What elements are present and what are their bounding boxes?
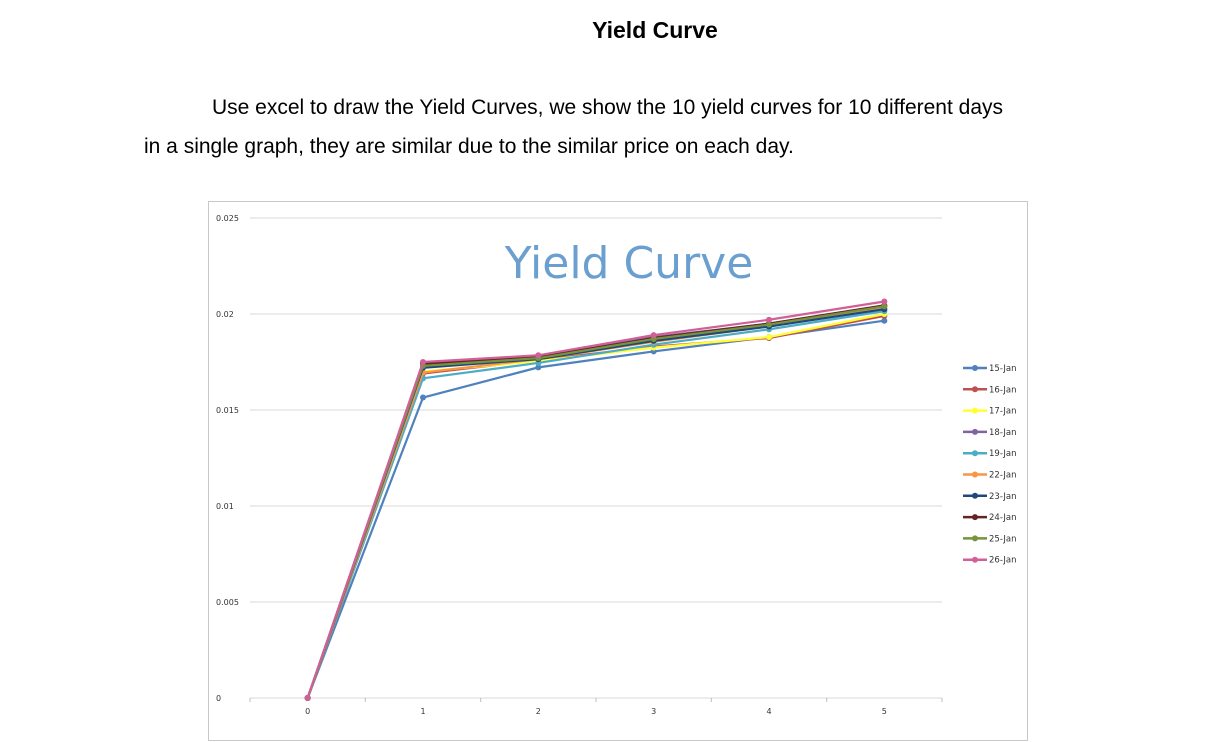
series-22-jan xyxy=(304,304,888,701)
data-point xyxy=(881,303,888,310)
legend-swatch-marker xyxy=(972,450,978,457)
chart-title: Yield Curve xyxy=(504,238,754,289)
data-point xyxy=(881,298,888,305)
series-line xyxy=(306,308,885,699)
series-line xyxy=(306,314,885,699)
data-point xyxy=(766,334,772,341)
series-15-jan xyxy=(304,317,888,701)
x-tick-label: 1 xyxy=(420,707,425,716)
series-line xyxy=(306,310,885,699)
x-tick-label: 2 xyxy=(536,707,541,716)
series-line xyxy=(306,306,885,699)
chart-gridlines xyxy=(250,217,942,699)
series-26-jan xyxy=(304,298,888,701)
legend-swatch-marker xyxy=(972,535,978,542)
data-point xyxy=(304,695,311,701)
chart-legend: 15-Jan 16-Jan 17-Jan 18-Jan 19-Jan 22-Jan 23-J… xyxy=(963,364,1016,566)
legend-item: 26-Jan xyxy=(963,556,1016,566)
legend-item: 17-Jan xyxy=(963,407,1016,417)
legend-item: 24-Jan xyxy=(963,513,1016,523)
series-25-jan xyxy=(304,303,888,701)
legend-swatch-marker xyxy=(972,386,978,393)
paragraph-line-2: in a single graph, they are similar due … xyxy=(144,135,794,158)
legend-label: 25-Jan xyxy=(989,534,1016,544)
y-tick-label: 0.015 xyxy=(216,406,239,415)
y-tick-label: 0.02 xyxy=(216,310,234,319)
legend-label: 19-Jan xyxy=(989,449,1016,459)
series-line xyxy=(306,319,885,699)
data-point xyxy=(881,317,888,324)
x-tick-label: 3 xyxy=(651,707,656,716)
page-heading: Yield Curve xyxy=(592,17,718,43)
series-16-jan xyxy=(304,312,888,701)
legend-item: 18-Jan xyxy=(963,428,1016,438)
x-tick-label: 5 xyxy=(882,707,887,716)
x-tick-label: 4 xyxy=(766,707,771,716)
legend-item: 25-Jan xyxy=(963,534,1016,544)
legend-item: 22-Jan xyxy=(963,471,1016,481)
legend-swatch-marker xyxy=(972,492,978,499)
legend-swatch-marker xyxy=(972,556,978,563)
series-23-jan xyxy=(304,306,888,701)
y-axis-ticks: 0 0.005 0.01 0.015 0.02 0.025 xyxy=(216,214,239,703)
legend-label: 15-Jan xyxy=(989,364,1016,374)
series-18-jan xyxy=(304,303,888,701)
description-paragraph: Use excel to draw the Yield Curves, we s… xyxy=(144,88,1104,166)
legend-item: 16-Jan xyxy=(963,385,1016,395)
legend-label: 23-Jan xyxy=(989,492,1016,502)
yield-curve-chart-frame: 0 0.005 0.01 0.015 0.02 0.025 0 1 2 3 4 5 Yield Cu… xyxy=(208,201,1028,741)
chart-series xyxy=(304,298,888,701)
legend-label: 16-Jan xyxy=(989,385,1016,395)
series-19-jan xyxy=(304,308,888,701)
data-point xyxy=(650,332,657,339)
yield-curve-chart: 0 0.005 0.01 0.015 0.02 0.025 0 1 2 3 4 5 Yield Cu… xyxy=(216,214,1016,716)
x-axis-ticks: 0 1 2 3 4 5 xyxy=(249,698,943,716)
series-24-jan xyxy=(304,302,888,701)
y-tick-label: 0.01 xyxy=(216,502,234,511)
legend-label: 22-Jan xyxy=(989,471,1016,481)
y-tick-label: 0.005 xyxy=(216,598,239,607)
legend-item: 19-Jan xyxy=(963,449,1016,459)
series-line xyxy=(306,305,885,699)
y-tick-label: 0 xyxy=(216,694,221,703)
legend-label: 24-Jan xyxy=(989,513,1016,523)
legend-label: 18-Jan xyxy=(989,428,1016,438)
data-point xyxy=(420,359,426,365)
x-tick-label: 0 xyxy=(305,707,310,716)
data-point xyxy=(420,394,426,401)
legend-item: 23-Jan xyxy=(963,492,1016,502)
paragraph-line-1: Use excel to draw the Yield Curves, we s… xyxy=(212,96,1004,119)
legend-swatch-marker xyxy=(972,471,978,478)
series-line xyxy=(306,304,885,699)
legend-swatch-marker xyxy=(972,514,978,521)
legend-label: 17-Jan xyxy=(989,407,1016,417)
legend-swatch-marker xyxy=(972,407,978,414)
legend-swatch-marker xyxy=(972,428,978,435)
series-line xyxy=(306,300,885,699)
y-tick-label: 0.025 xyxy=(216,214,239,223)
data-point xyxy=(766,316,772,323)
legend-item: 15-Jan xyxy=(963,364,1016,374)
data-point xyxy=(535,364,542,371)
data-point xyxy=(535,352,542,359)
data-point xyxy=(766,321,772,328)
legend-label: 26-Jan xyxy=(989,556,1016,566)
legend-swatch-marker xyxy=(972,365,978,371)
series-line xyxy=(306,305,885,699)
